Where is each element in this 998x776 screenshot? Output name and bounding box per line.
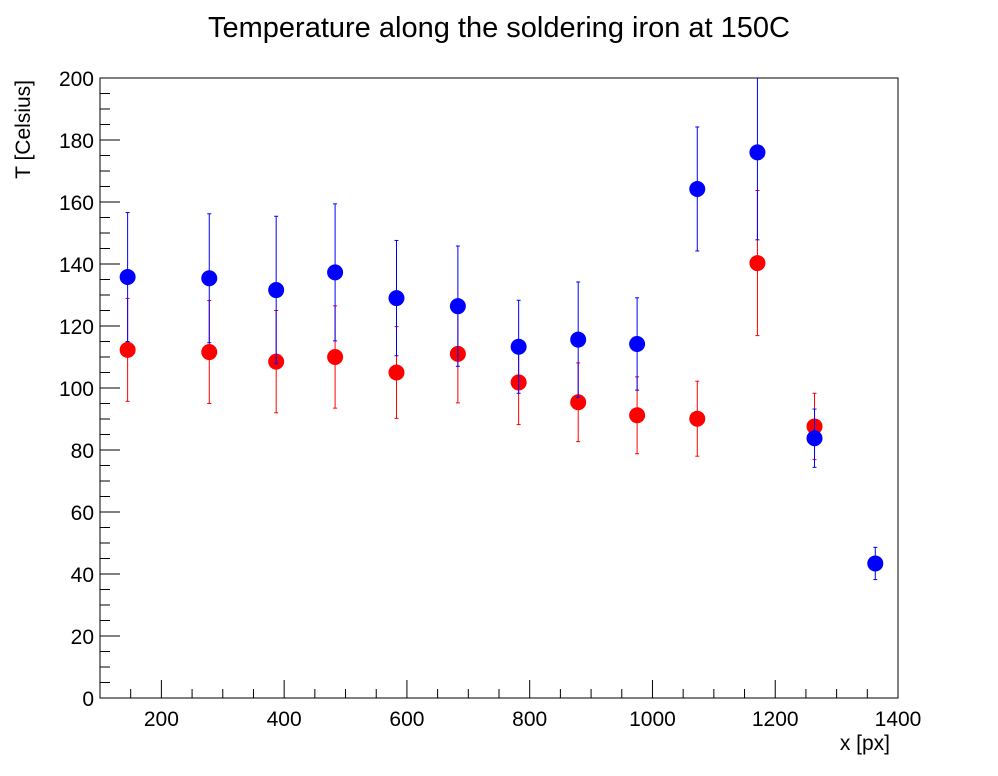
y-tick-label: 200	[59, 68, 94, 91]
y-axis: 0 20 40 60 80 100 120 140 160 180 200	[59, 68, 120, 711]
data-point	[629, 335, 646, 352]
data-point	[570, 394, 587, 411]
plot-frame	[99, 77, 899, 699]
y-tick-label: 40	[71, 564, 94, 587]
series-layer	[119, 78, 884, 581]
data-point	[806, 430, 823, 447]
x-axis-label: x [px]	[840, 732, 890, 755]
data-point	[570, 331, 587, 348]
chart-title: Temperature along the soldering iron at …	[208, 12, 790, 44]
data-point	[510, 338, 527, 355]
y-tick-label: 180	[59, 130, 94, 153]
y-tick-label: 0	[82, 688, 94, 711]
data-point	[119, 269, 136, 286]
data-point	[388, 364, 405, 381]
x-tick-label: 600	[389, 708, 424, 731]
y-tick-label: 100	[59, 378, 94, 401]
y-tick-label: 140	[59, 254, 94, 277]
data-point	[749, 144, 766, 161]
data-point	[867, 555, 884, 572]
data-point	[327, 349, 344, 365]
x-tick-label: 1000	[629, 708, 676, 731]
data-point	[749, 255, 766, 272]
data-point	[268, 282, 285, 299]
data-point	[119, 341, 136, 358]
y-tick-label: 80	[71, 440, 94, 463]
plot-border	[99, 77, 899, 699]
data-point	[201, 344, 218, 361]
y-tick-label: 160	[59, 192, 94, 215]
x-tick-label: 1400	[875, 708, 922, 731]
data-point	[689, 180, 706, 197]
data-point	[629, 407, 646, 424]
series-0	[119, 78, 884, 581]
data-point	[201, 270, 218, 287]
data-point	[689, 410, 706, 427]
series-1	[119, 190, 823, 461]
x-tick-label: 800	[512, 708, 547, 731]
data-point	[388, 290, 405, 307]
x-axis: 200 400 600 800 1000 1200 1400	[99, 680, 922, 731]
y-tick-label: 20	[71, 626, 94, 649]
x-tick-label: 1200	[752, 708, 799, 731]
x-tick-label: 400	[267, 708, 302, 731]
y-axis-label: T [Celsius]	[12, 80, 35, 179]
x-tick-label: 200	[144, 708, 179, 731]
y-tick-label: 60	[71, 502, 94, 525]
data-point	[449, 298, 466, 315]
data-point	[327, 264, 344, 281]
y-tick-label: 120	[59, 316, 94, 339]
